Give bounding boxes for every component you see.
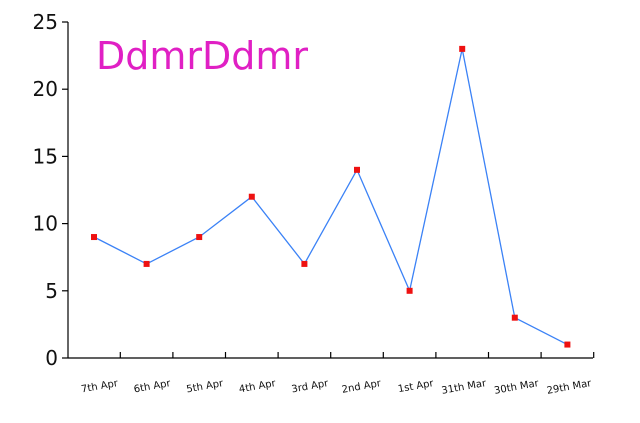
- data-point: [459, 45, 466, 52]
- data-point: [354, 166, 360, 173]
- y-tick-label: 25: [33, 10, 58, 34]
- data-point: [196, 234, 203, 241]
- data-point: [143, 260, 150, 267]
- chart-title: DdmrDdmr: [96, 34, 309, 78]
- x-tick-label: 29th Mar: [546, 378, 593, 397]
- y-tick-label: 15: [33, 144, 58, 168]
- data-point: [301, 260, 308, 267]
- y-tick-label: 10: [33, 212, 58, 236]
- data-point: [511, 314, 518, 321]
- x-tick-label: 30th Mar: [493, 378, 540, 397]
- data-point: [248, 193, 255, 200]
- y-tick-label: 20: [33, 77, 58, 101]
- y-tick-label: 5: [45, 279, 58, 303]
- y-tick-label: 0: [45, 346, 58, 370]
- data-point: [406, 287, 413, 294]
- x-tick-label: 1st Apr: [397, 378, 435, 395]
- data-point: [564, 341, 571, 348]
- x-tick-label: 6th Apr: [133, 378, 172, 395]
- x-tick-label: 4th Apr: [238, 378, 277, 395]
- data-point: [91, 234, 97, 241]
- x-tick-label: 31th Mar: [441, 378, 488, 397]
- x-tick-label: 7th Apr: [80, 378, 119, 395]
- x-tick-label: 2nd Apr: [341, 378, 383, 396]
- x-tick-label: 3rd Apr: [291, 378, 330, 395]
- x-tick-label: 5th Apr: [186, 378, 225, 395]
- series-line: [93, 48, 568, 346]
